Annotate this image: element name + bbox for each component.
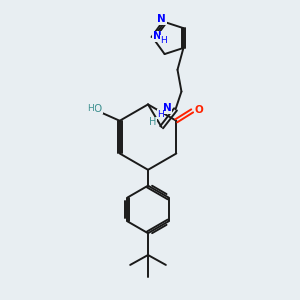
Text: N: N — [157, 14, 166, 24]
Text: H: H — [160, 35, 167, 44]
Text: O: O — [195, 105, 203, 115]
Text: H: H — [157, 110, 164, 119]
Text: N: N — [163, 103, 172, 113]
Text: N: N — [153, 31, 161, 41]
Text: O: O — [94, 104, 102, 114]
Text: H: H — [149, 117, 156, 127]
Text: H: H — [88, 104, 94, 113]
